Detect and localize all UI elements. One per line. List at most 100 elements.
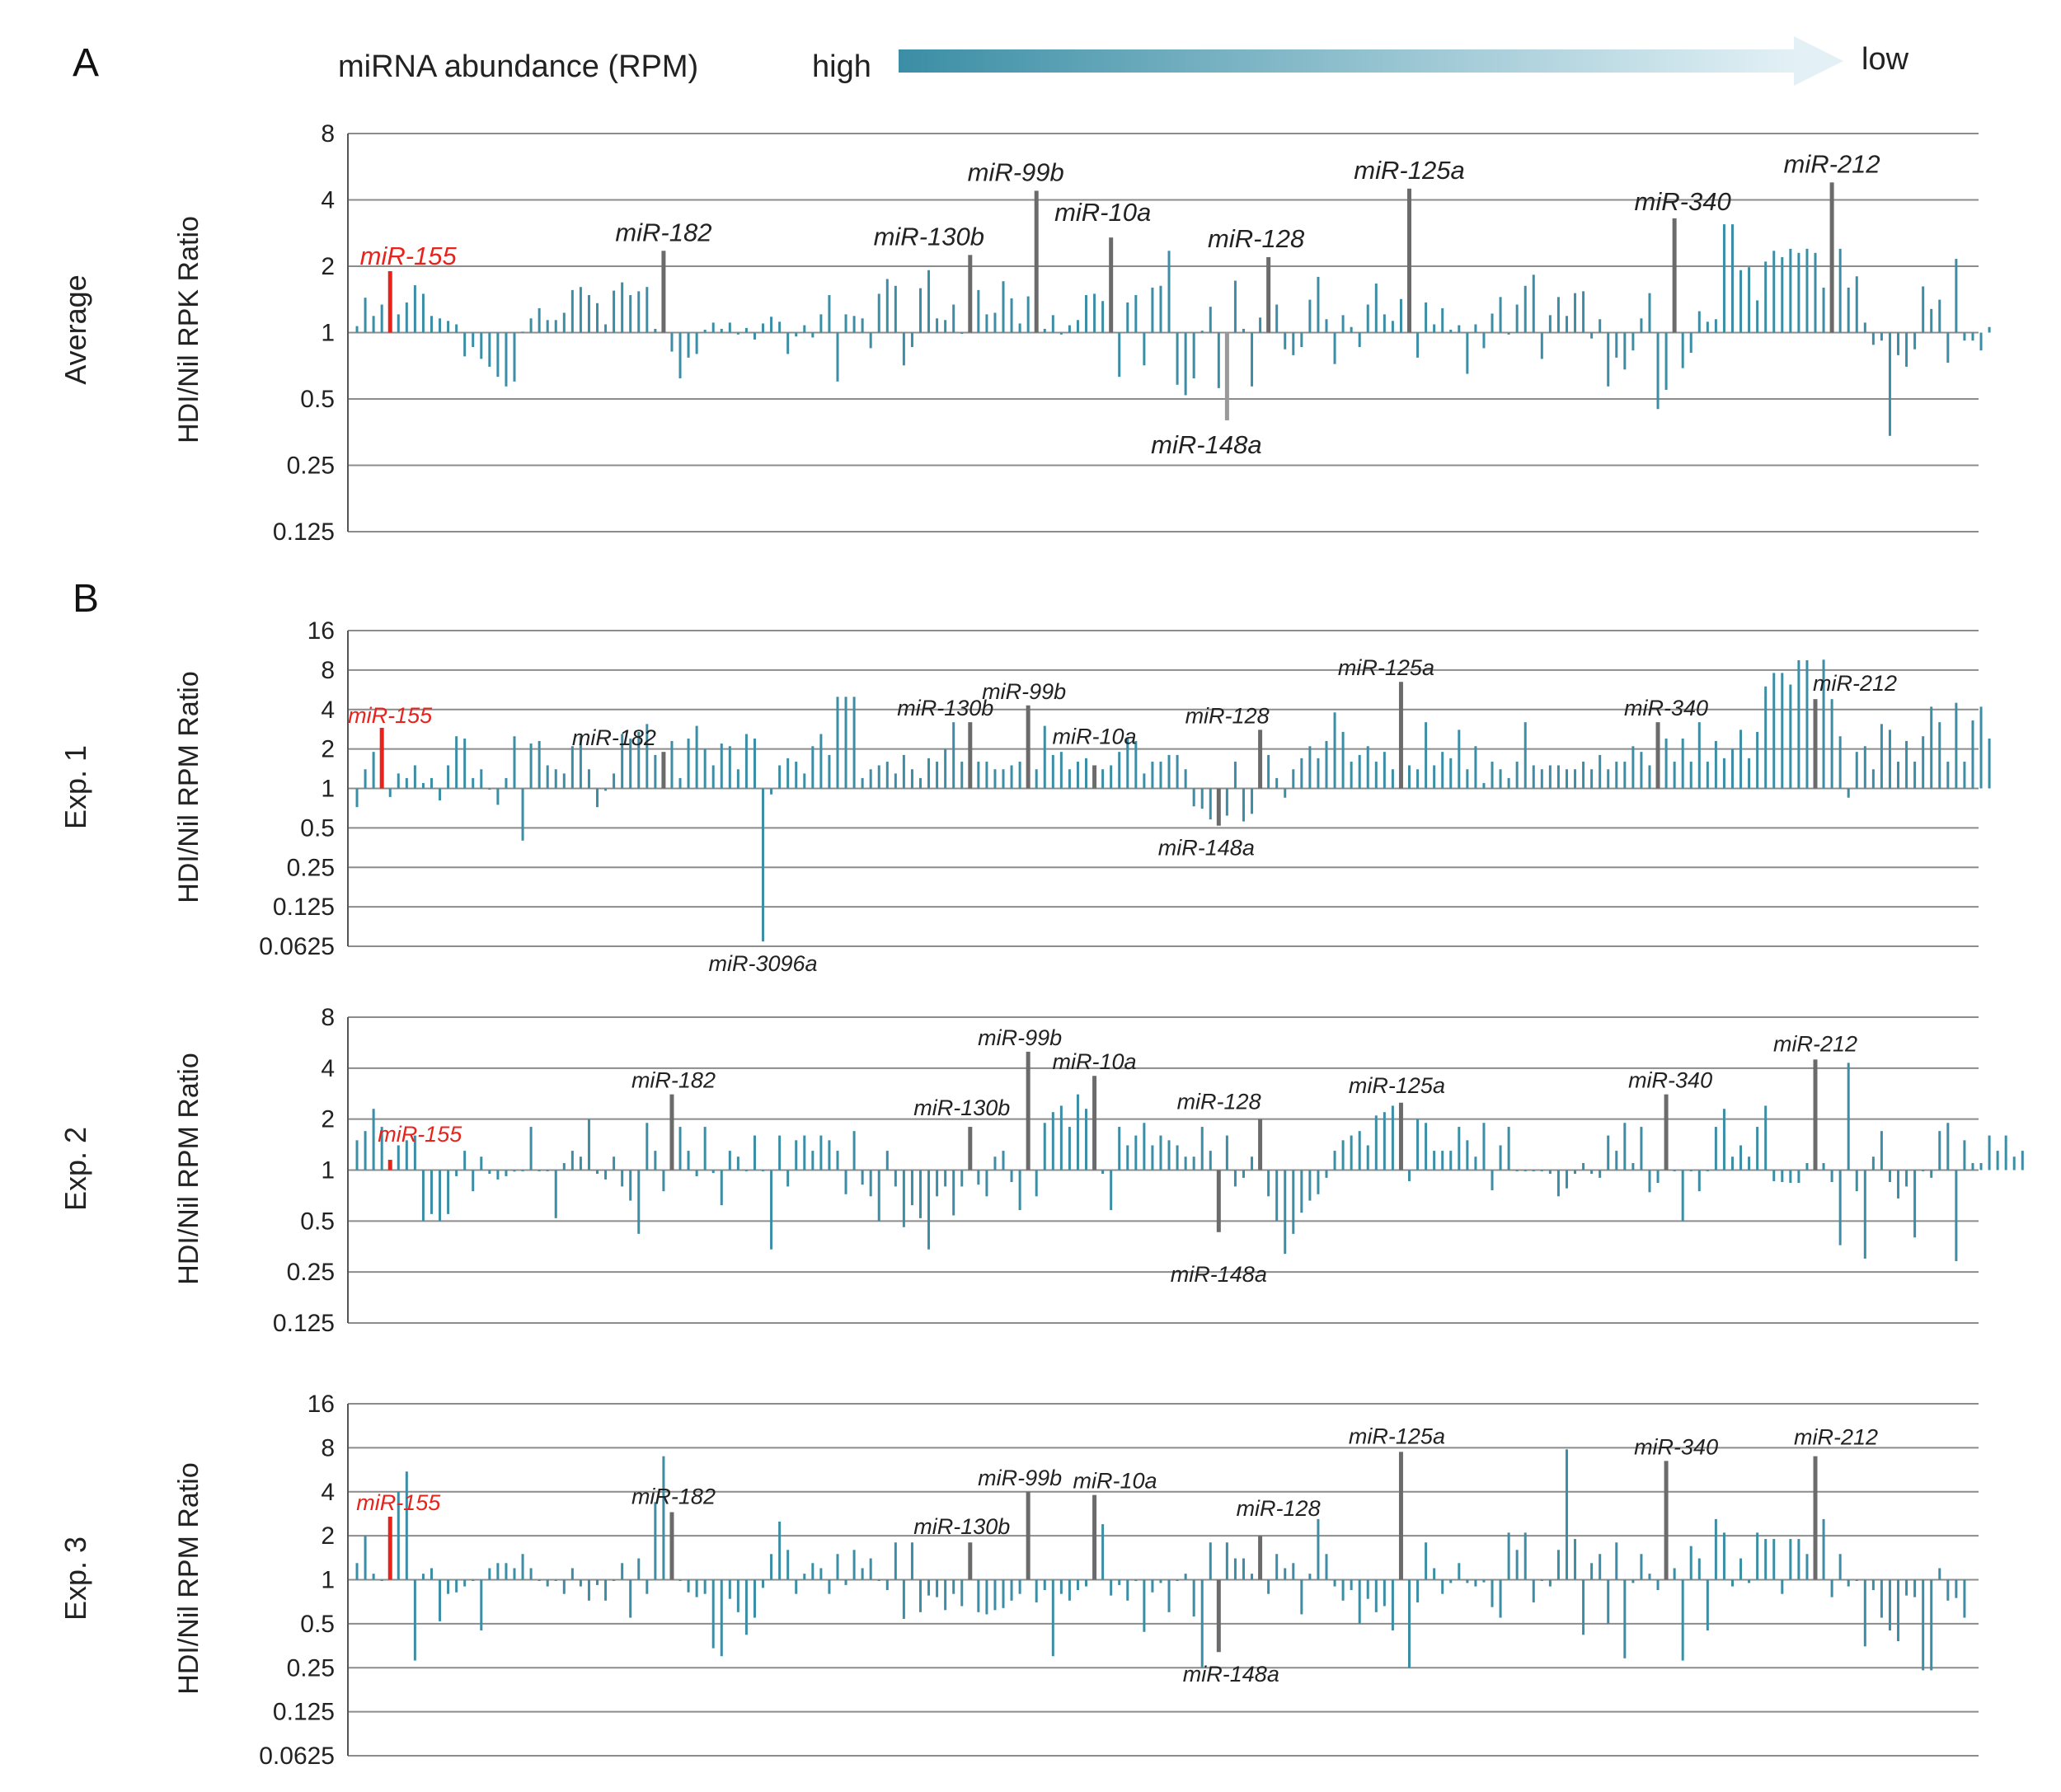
bar [1590, 1170, 1594, 1175]
bar [711, 1579, 715, 1649]
bar [811, 1563, 815, 1580]
bar [1466, 332, 1469, 374]
bar [1010, 1579, 1013, 1601]
bar [944, 1579, 947, 1611]
bar [364, 298, 367, 333]
bar [1043, 1123, 1046, 1170]
bar-annotation: miR-155 [378, 1122, 462, 1147]
bar [852, 1550, 856, 1580]
bar [1830, 699, 1833, 789]
bar [1938, 299, 1941, 333]
bar [463, 332, 467, 357]
bar [1574, 1170, 1577, 1175]
bar [936, 1170, 939, 1197]
bar [505, 1170, 508, 1176]
bar [1574, 1539, 1577, 1580]
bar [1922, 736, 1925, 789]
bar [1441, 307, 1444, 333]
bar [1292, 1563, 1295, 1580]
bar [1317, 276, 1320, 333]
bar [927, 270, 931, 333]
bar [1408, 1579, 1411, 1668]
bar [1938, 1568, 1941, 1580]
bar [372, 1574, 375, 1580]
bar [538, 1579, 541, 1581]
bar [1242, 328, 1245, 333]
bar [1748, 758, 1751, 789]
bar [736, 332, 739, 335]
bar [720, 744, 723, 789]
bar [1607, 332, 1610, 387]
bar [1441, 752, 1444, 789]
bar [1797, 252, 1800, 333]
bar [1631, 332, 1635, 351]
bar [753, 1579, 756, 1618]
bar [613, 773, 616, 789]
bar [1325, 740, 1328, 789]
bar [1284, 332, 1287, 349]
bar [819, 314, 823, 333]
highlight-bar [1813, 1456, 1818, 1580]
bar [894, 285, 897, 333]
bar [1010, 298, 1013, 333]
bar [1416, 769, 1420, 789]
bar [993, 312, 997, 333]
bar [1300, 1579, 1303, 1615]
bar [1805, 660, 1809, 789]
bar [1979, 332, 1983, 351]
highlight-bar [1813, 1059, 1818, 1170]
bar [562, 312, 566, 333]
bar [1184, 769, 1187, 789]
bar [579, 1156, 582, 1170]
bar [1251, 1574, 1254, 1580]
y-tick-label: 8 [321, 657, 335, 684]
bar [1076, 762, 1079, 789]
bar [1018, 1579, 1021, 1594]
bar [1143, 773, 1146, 789]
bar [960, 1579, 964, 1607]
bar [1739, 1558, 1743, 1580]
bar [1366, 1145, 1369, 1170]
highlight-bar [1216, 1579, 1221, 1653]
bar [1458, 1127, 1461, 1170]
bar [1648, 1170, 1651, 1193]
bar [1374, 1579, 1378, 1612]
y-tick-label: 0.0625 [259, 1743, 335, 1770]
bar [1341, 731, 1345, 789]
bar [1631, 1579, 1635, 1583]
bar-annotation: miR-155 [348, 703, 433, 728]
bar [513, 332, 516, 382]
bar [1043, 328, 1046, 333]
bar [646, 1123, 649, 1170]
bar [1880, 332, 1883, 341]
bar [604, 324, 608, 333]
bar [513, 1170, 516, 1172]
bar [1225, 788, 1228, 816]
bar [554, 769, 557, 789]
highlight-bar [1813, 699, 1818, 789]
bar [355, 788, 359, 808]
bar [1599, 1554, 1602, 1580]
bar [1317, 1170, 1320, 1194]
bar [496, 788, 500, 805]
bar [952, 1579, 955, 1594]
bar [993, 1156, 997, 1170]
bar [2012, 1156, 2016, 1170]
bar [1491, 762, 1494, 789]
bar [1482, 332, 1486, 349]
bar [1871, 332, 1875, 345]
bar [728, 1151, 731, 1170]
bar [786, 1170, 790, 1187]
bar [405, 1471, 408, 1580]
bar [1805, 248, 1809, 333]
bar [604, 1170, 608, 1180]
y-tick-label: 4 [321, 1479, 335, 1506]
bar [711, 1170, 715, 1174]
bar [1366, 1579, 1369, 1599]
bar [1251, 1156, 1254, 1170]
bar [646, 287, 649, 333]
bar [1963, 332, 1966, 341]
bar [770, 1554, 773, 1580]
bar [1176, 1579, 1179, 1581]
bar [885, 279, 889, 333]
